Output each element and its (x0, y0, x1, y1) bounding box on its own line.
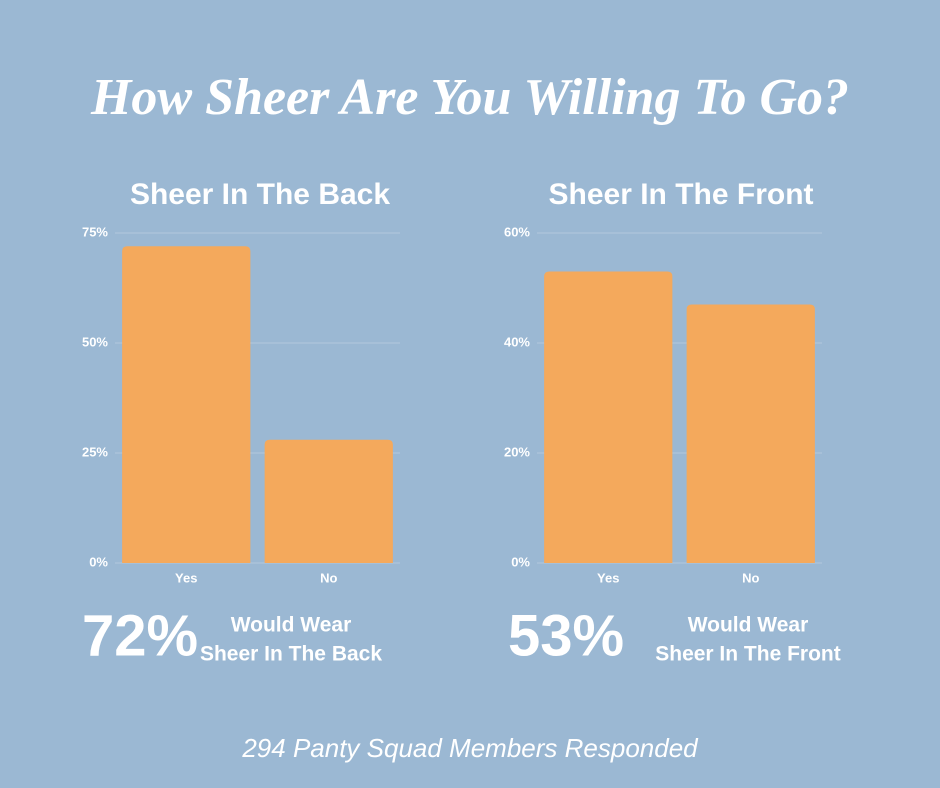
chart-title: Sheer In The Back (130, 178, 390, 211)
footer: 294 Panty Squad Members Responded (241, 733, 699, 763)
y-tick-label: 0% (511, 554, 530, 569)
y-tick-label: 0% (89, 554, 108, 569)
bar (264, 439, 393, 563)
chart-title: Sheer In The Front (548, 178, 813, 211)
y-tick-label: 75% (82, 224, 108, 239)
x-tick-label: No (320, 570, 337, 585)
callout-figure: 53% (508, 603, 624, 668)
bar (686, 304, 815, 563)
x-tick-label: No (742, 570, 759, 585)
bar (544, 271, 673, 563)
y-tick-label: 50% (82, 334, 108, 349)
x-tick-label: Yes (597, 570, 619, 585)
callout-text: Sheer In The Front (655, 643, 841, 666)
bar (122, 246, 251, 563)
callout-text: Would Wear (231, 614, 352, 637)
x-tick-label: Yes (175, 570, 197, 585)
y-tick-label: 40% (504, 334, 530, 349)
y-tick-label: 25% (82, 444, 108, 459)
main-title: How Sheer Are You Willing To Go? (90, 69, 849, 126)
y-tick-label: 60% (504, 224, 530, 239)
callout-text: Would Wear (688, 614, 809, 637)
y-tick-label: 20% (504, 444, 530, 459)
callout-text: Sheer In The Back (200, 643, 382, 666)
callout-figure: 72% (82, 603, 198, 668)
